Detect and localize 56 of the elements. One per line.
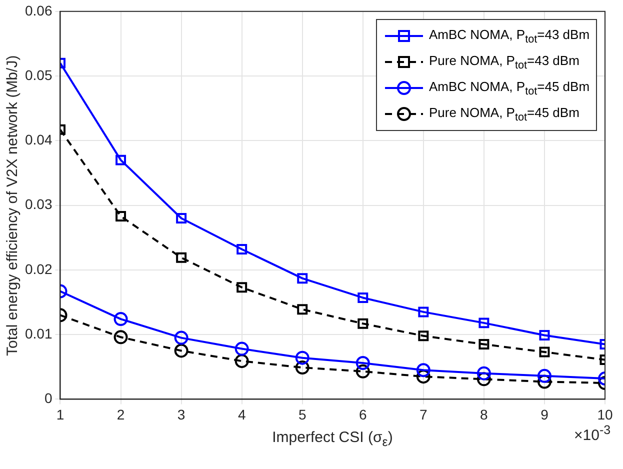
point: [539, 330, 550, 340]
point: [476, 366, 491, 380]
y-tick-label: 0.04: [25, 132, 52, 148]
text: ×10$^{-3}$: [574, 423, 611, 444]
y-tick-label: 0.05: [25, 66, 52, 83]
legend-label: Pure NOMA, P$_{tot}$=45 dBm: [429, 105, 580, 124]
point: [537, 368, 552, 383]
x-tick-label: 8: [480, 406, 488, 422]
y-tick-label: 0.03: [25, 196, 52, 212]
point: [295, 350, 310, 365]
x-axis-title: Imperfect CSI (σ$_{ε}$): [272, 429, 393, 450]
x-tick-label: 5: [298, 406, 306, 422]
x-tick-label: 10: [597, 406, 613, 422]
legend-label: Pure NOMA, P$_{tot}$=43 dBm: [429, 53, 580, 72]
point: [236, 282, 248, 293]
x-tick-label: 9: [540, 406, 549, 422]
point: [358, 292, 368, 303]
point: [295, 360, 310, 375]
point: [176, 252, 187, 263]
point: [476, 372, 491, 386]
point: [176, 212, 187, 224]
point: [539, 346, 550, 358]
x-tick-label: 4: [238, 406, 246, 422]
legend-label: AmBC NOMA, P$_{tot}$=43 dBm: [429, 27, 590, 46]
y-tick-label: 0: [44, 390, 52, 406]
x-tick-label: 2: [116, 406, 125, 422]
point: [297, 304, 308, 315]
point: [356, 364, 370, 378]
point: [116, 211, 126, 222]
point: [174, 344, 188, 358]
point: [116, 154, 126, 166]
point: [234, 354, 249, 368]
x-tick-label: 3: [177, 406, 186, 422]
point: [478, 339, 490, 350]
point: [114, 330, 128, 344]
y-tick-label: 0.01: [25, 325, 52, 342]
point: [416, 370, 430, 384]
y-tick-label: 0.02: [25, 260, 52, 277]
y-tick-label: 0.06: [25, 2, 52, 18]
y-axis-title: Total energy efficiency of V2X network (Mb/J): [4, 55, 21, 356]
point: [418, 330, 429, 342]
point: [297, 273, 308, 284]
point: [356, 356, 370, 370]
point: [236, 244, 248, 254]
point: [416, 363, 430, 378]
point: [418, 306, 429, 318]
legend-label: AmBC NOMA, P$_{tot}$=45 dBm: [429, 79, 590, 98]
point: [114, 312, 128, 326]
point: [537, 374, 552, 389]
x-tick-label: 7: [420, 406, 428, 422]
x-tick-label: 6: [358, 406, 367, 422]
point: [234, 342, 249, 356]
point: [478, 318, 490, 328]
x-tick-label: 1: [56, 406, 64, 422]
point: [174, 330, 188, 345]
point: [358, 318, 368, 329]
